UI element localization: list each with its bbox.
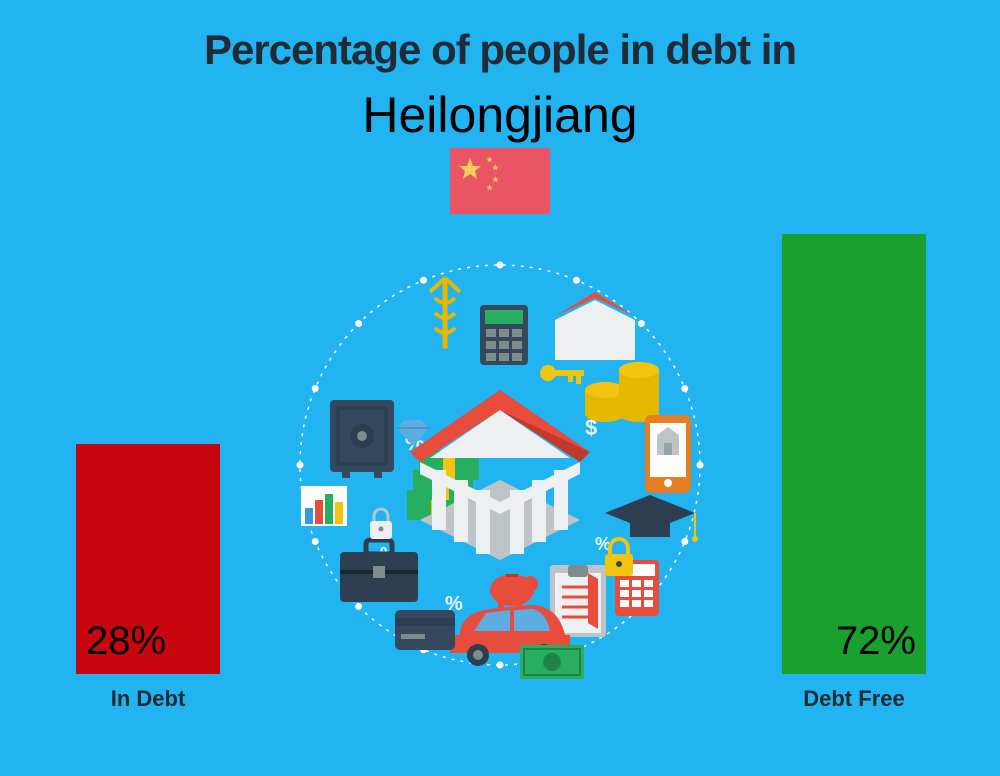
finance-illustration: % $ $ % % % — [285, 250, 715, 680]
title-line-1: Percentage of people in debt in — [0, 26, 1000, 74]
china-flag-icon — [450, 148, 550, 214]
title-line-2: Heilongjiang — [0, 86, 1000, 144]
infographic-canvas: Percentage of people in debt in Heilongj… — [0, 0, 1000, 776]
bar-in-debt: 28% — [76, 444, 220, 674]
bar-debt-free-label: Debt Free — [782, 686, 926, 712]
bar-debt-free: 72% — [782, 234, 926, 674]
bar-debt-free-value: 72% — [836, 619, 916, 664]
bar-in-debt-value: 28% — [86, 619, 166, 664]
bar-in-debt-label: In Debt — [76, 686, 220, 712]
